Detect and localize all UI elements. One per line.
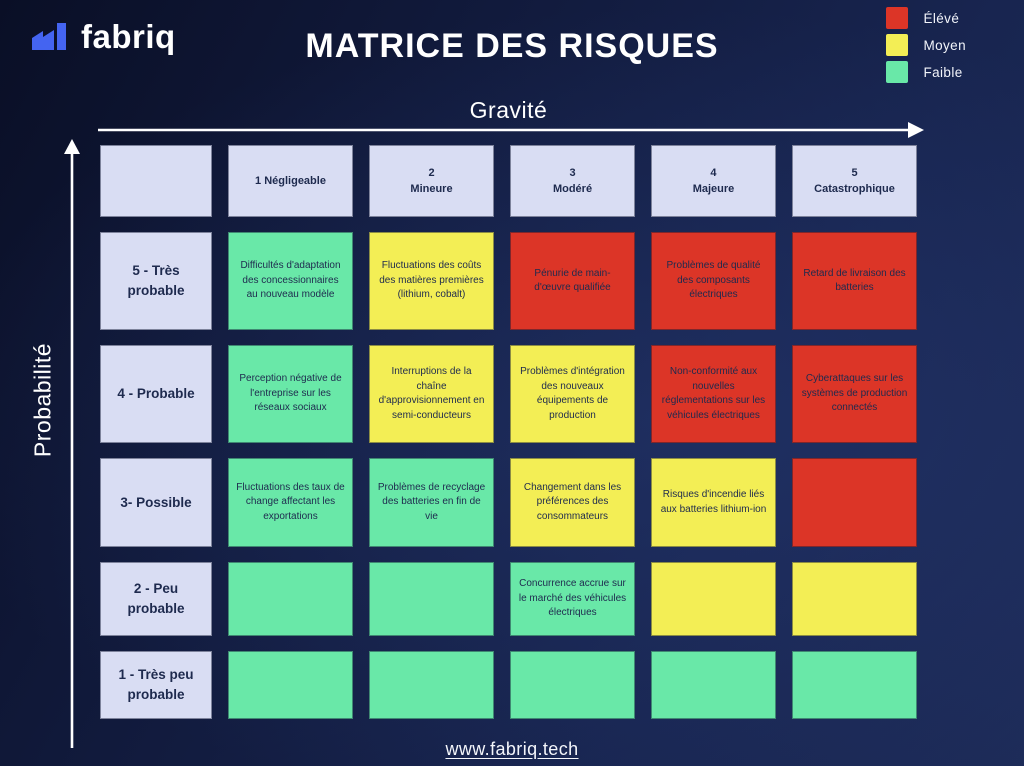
matrix-corner-cell — [100, 145, 212, 217]
matrix-cell: Retard de livraison des batteries — [792, 232, 917, 330]
legend-item-medium: Moyen — [886, 34, 966, 56]
y-axis-arrow-icon — [64, 139, 80, 748]
matrix-cell — [651, 651, 776, 719]
legend-label: Élévé — [923, 10, 960, 26]
matrix-cell: Changement dans les préférences des cons… — [510, 458, 635, 547]
brand-name: fabriq — [81, 18, 176, 55]
column-header: 1 Négligeable — [228, 145, 353, 217]
matrix-cell: Difficultés d'adaptation des concessionn… — [228, 232, 353, 330]
matrix-cell: Cyberattaques sur les systèmes de produc… — [792, 345, 917, 443]
matrix-cell — [651, 562, 776, 636]
legend-swatch-high — [886, 7, 909, 29]
matrix-cell: Problèmes d'intégration des nouveaux équ… — [510, 345, 635, 443]
matrix-cell: Risques d'incendie liés aux batteries li… — [651, 458, 776, 547]
legend-label: Moyen — [923, 37, 966, 53]
matrix-cell: Problèmes de qualité des composants élec… — [651, 232, 776, 330]
footer-website-link[interactable]: www.fabriq.tech — [445, 739, 579, 759]
row-header: 1 - Très peu probable — [100, 651, 212, 719]
matrix-cell — [228, 651, 353, 719]
matrix-cell: Interruptions de la chaîne d'approvision… — [369, 345, 494, 443]
matrix-cell — [369, 562, 494, 636]
column-header: 2 Mineure — [369, 145, 494, 217]
matrix-cell — [792, 458, 917, 547]
legend-item-low: Faible — [886, 61, 966, 83]
matrix-cell: Problèmes de recyclage des batteries en … — [369, 458, 494, 547]
matrix-cell — [228, 562, 353, 636]
matrix-cell: Non-conformité aux nouvelles réglementat… — [651, 345, 776, 443]
row-header: 3- Possible — [100, 458, 212, 547]
matrix-cell — [792, 562, 917, 636]
column-header: 5 Catastrophique — [792, 145, 917, 217]
factory-icon — [30, 19, 72, 55]
column-header: 3 Modéré — [510, 145, 635, 217]
matrix-cell: Pénurie de main-d'œuvre qualifiée — [510, 232, 635, 330]
risk-matrix: 1 Négligeable 2 Mineure 3 Modéré 4 Majeure 5… — [100, 145, 917, 719]
matrix-cell — [369, 651, 494, 719]
matrix-cell — [510, 651, 635, 719]
matrix-cell: Fluctuations des taux de change affectan… — [228, 458, 353, 547]
row-header: 2 - Peu probable — [100, 562, 212, 636]
row-header: 4 - Probable — [100, 345, 212, 443]
legend-swatch-low — [886, 61, 909, 83]
matrix-cell — [792, 651, 917, 719]
matrix-cell: Perception négative de l'entreprise sur … — [228, 345, 353, 443]
matrix-cell: Concurrence accrue sur le marché des véh… — [510, 562, 635, 636]
legend-item-high: Élévé — [886, 7, 966, 29]
brand-logo: fabriq — [30, 18, 176, 56]
legend-swatch-medium — [886, 34, 909, 56]
y-axis-label: Probabilité — [29, 342, 56, 458]
x-axis-arrow-icon — [98, 122, 924, 138]
column-header: 4 Majeure — [651, 145, 776, 217]
legend: Élévé Moyen Faible — [886, 7, 966, 83]
row-header: 5 - Très probable — [100, 232, 212, 330]
x-axis-label: Gravité — [469, 97, 548, 123]
legend-label: Faible — [923, 64, 963, 80]
matrix-cell: Fluctuations des coûts des matières prem… — [369, 232, 494, 330]
page-title: MATRICE DES RISQUES — [305, 27, 719, 65]
